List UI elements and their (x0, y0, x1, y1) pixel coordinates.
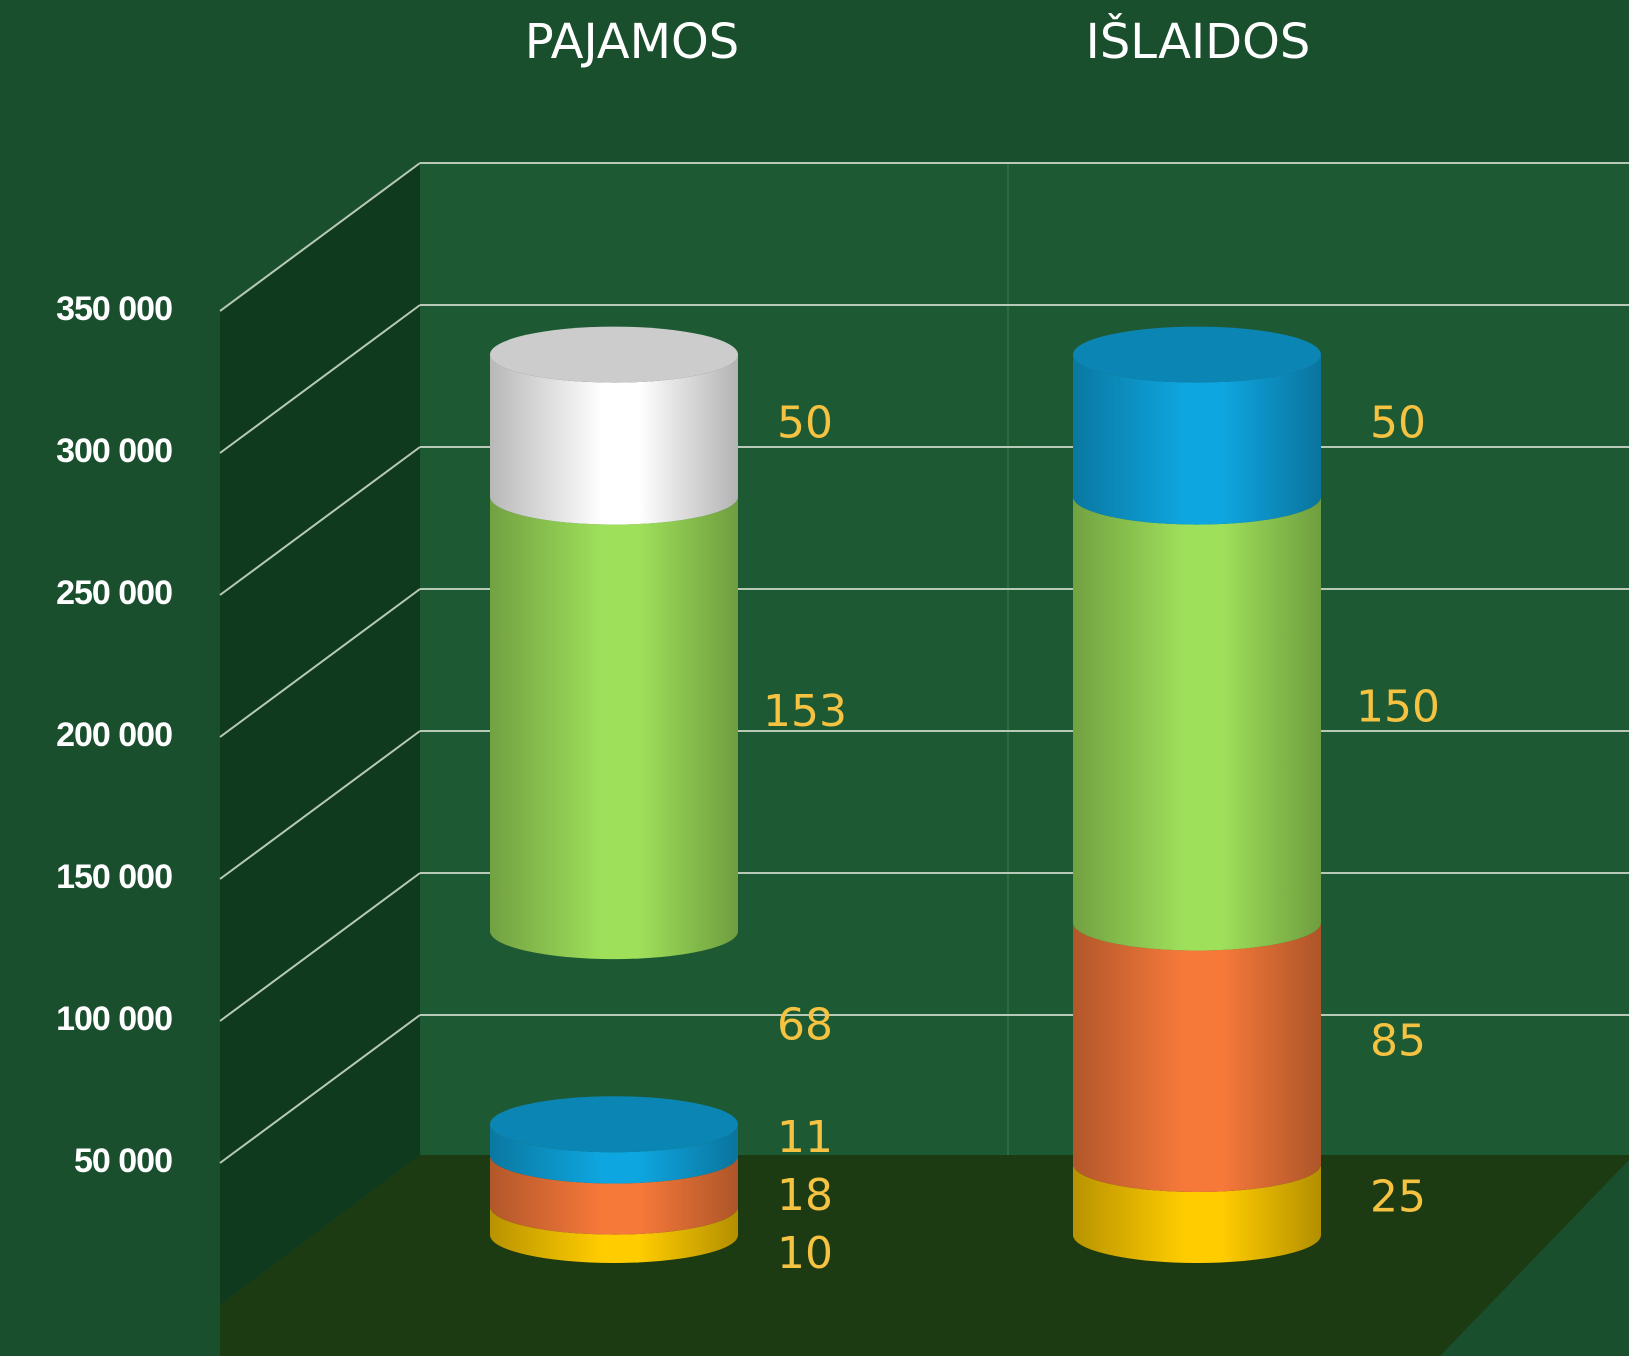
y-tick-label: 300 000 (56, 432, 172, 470)
value-label: 18 (777, 1170, 833, 1221)
grid-line (219, 588, 421, 738)
value-label: 50 (1370, 398, 1426, 449)
cylinder-segment (490, 1124, 738, 1184)
cylinder-cap (490, 326, 738, 383)
cylinder-segment (1073, 1164, 1321, 1263)
grid-line (219, 872, 421, 1022)
grid-line (219, 446, 421, 596)
y-tick-label: 250 000 (56, 574, 172, 612)
grid-line (219, 730, 421, 880)
y-tick-label: 50 000 (74, 1142, 172, 1180)
cylinder-segment (490, 1206, 738, 1263)
value-label: 85 (1370, 1015, 1426, 1066)
cylinder-segment (1073, 354, 1321, 525)
value-label: 10 (777, 1228, 833, 1279)
category-label: PAJAMOS (525, 14, 740, 70)
grid-line (219, 304, 421, 454)
cylinder-segment (490, 1155, 738, 1235)
y-tick-label: 150 000 (56, 858, 172, 896)
cylinder-cap (490, 1096, 738, 1153)
y-tick-label: 100 000 (56, 1000, 172, 1038)
cylinder-segment (1073, 922, 1321, 1192)
cylinder-segment (490, 354, 738, 525)
value-label: 68 (777, 1000, 833, 1051)
value-label: 11 (777, 1112, 833, 1163)
cylinder-segment (490, 496, 738, 960)
value-label: 50 (777, 398, 833, 449)
category-label: IŠLAIDOS (1086, 13, 1311, 70)
floor-edge (1440, 1160, 1629, 1356)
value-label: 153 (763, 686, 847, 737)
y-tick-label: 350 000 (56, 290, 172, 328)
cylinder-segment (1073, 496, 1321, 951)
y-tick-label: 200 000 (56, 716, 172, 754)
value-label: 150 (1356, 682, 1440, 733)
cylinder-cap (1073, 326, 1321, 383)
value-label: 25 (1370, 1172, 1426, 1223)
grid-line (219, 1014, 421, 1164)
grid-line (219, 162, 421, 312)
side-wall (220, 163, 420, 1305)
